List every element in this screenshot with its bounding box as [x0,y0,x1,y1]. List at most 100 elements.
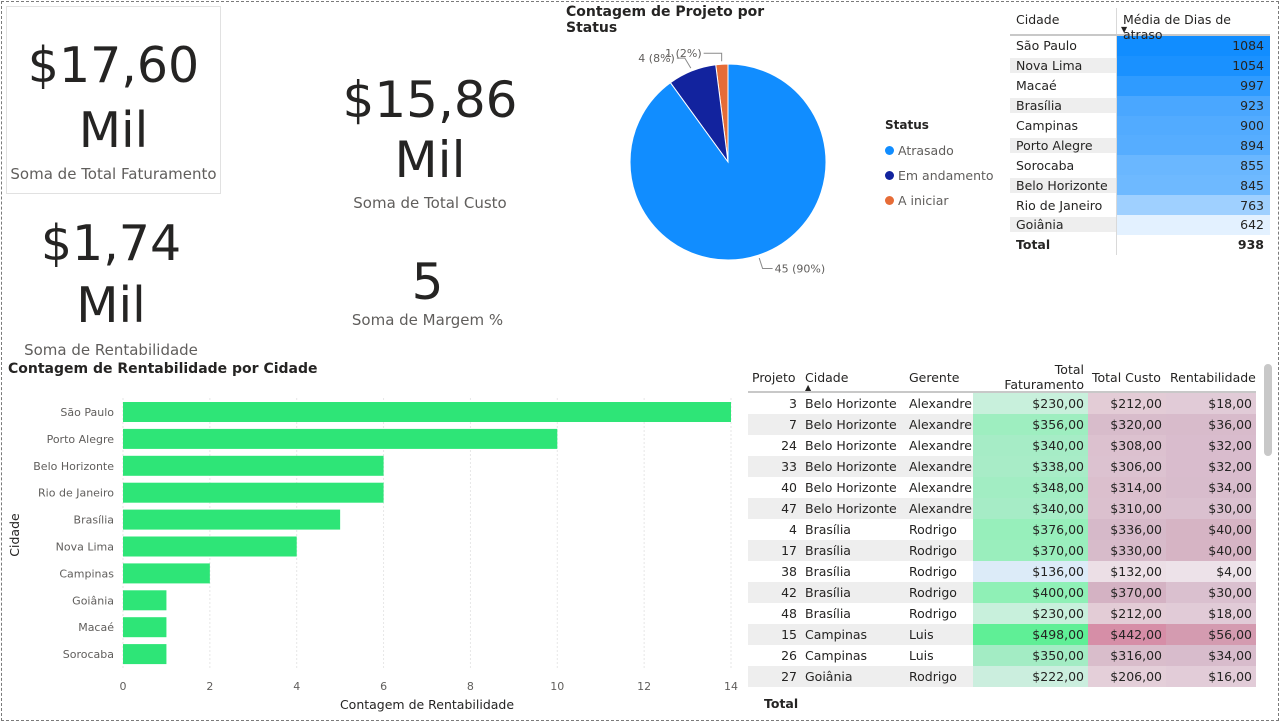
project-table-row[interactable]: 3 Belo Horizonte Alexandre $230,00 $212,00 $1… [748,393,1256,414]
delay-days-cell: 855 [1116,155,1270,176]
delay-days-cell: 1054 [1116,55,1270,76]
project-table-row[interactable]: 47 Belo Horizonte Alexandre $340,00 $310,00 $… [748,498,1256,519]
project-table-row[interactable]: 24 Belo Horizonte Alexandre $340,00 $308,00 $… [748,435,1256,456]
bar-chart[interactable]: São Paulo Porto Alegre Belo Horizonte Rio d… [0,380,745,716]
legend-label: Em andamento [898,168,994,183]
bar-x-tick-label: 10 [550,680,564,693]
col-header-gerente[interactable]: Gerente [905,363,973,391]
project-table-scrollbar[interactable] [1264,364,1272,456]
legend-item-em-andamento[interactable]: Em andamento [885,163,994,188]
col-header-label: Total Custo [1092,369,1161,385]
bar-belo-horizonte[interactable] [123,455,384,476]
rentabilidade-cell: $56,00 [1166,624,1256,645]
delay-days-cell: 997 [1116,75,1270,96]
city-table-row[interactable]: Rio de Janeiro 763 [1010,195,1270,216]
col-header-total-faturamento[interactable]: Total Faturamento [973,362,1088,392]
col-header-total-custo[interactable]: Total Custo [1088,363,1166,391]
city-table-header: Cidade Média de Dias de atraso ▼ [1010,8,1270,42]
gerente-cell: Alexandre [905,498,973,519]
project-table-row[interactable]: 4 Brasília Rodrigo $376,00 $336,00 $40,00 [748,519,1256,540]
col-header-cidade[interactable]: Cidade [1016,12,1060,27]
city-delay-table[interactable]: Cidade Média de Dias de atraso ▼ São Pau… [1010,8,1270,255]
rentabilidade-cell: $40,00 [1166,519,1256,540]
sort-desc-icon: ▼ [1121,25,1128,34]
kpi-card-rentabilidade[interactable]: $1,74 Mil Soma de Rentabilidade [6,215,216,359]
bar-rio-de-janeiro[interactable] [123,482,384,503]
kpi-value-faturamento-unit: Mil [78,102,149,159]
gerente-cell: Rodrigo [905,666,973,687]
kpi-card-custo[interactable]: $15,86 Mil Soma de Total Custo [300,70,560,212]
col-header-label: Rentabilidade [1170,369,1256,385]
project-table-row[interactable]: 42 Brasília Rodrigo $400,00 $370,00 $30,00 [748,582,1256,603]
city-table-total: Total 938 [1010,234,1270,255]
city-table-row[interactable]: Nova Lima 1054 [1010,55,1270,76]
rentabilidade-cell: $32,00 [1166,435,1256,456]
col-header-projeto[interactable]: Projeto [748,363,801,391]
city-table-row[interactable]: Brasília 923 [1010,95,1270,116]
pie-data-label: 1 (2%) [665,47,702,60]
project-table-row[interactable]: 48 Brasília Rodrigo $230,00 $212,00 $18,00 [748,603,1256,624]
project-table-row[interactable]: 33 Belo Horizonte Alexandre $338,00 $306,00 $… [748,456,1256,477]
bar-category-label: Porto Alegre [47,433,115,446]
project-table-row[interactable]: 17 Brasília Rodrigo $370,00 $330,00 $40,00 [748,540,1256,561]
city-cell: Goiânia [1010,217,1116,233]
city-table-row[interactable]: Sorocaba 855 [1010,155,1270,176]
bar-chart-title: Contagem de Rentabilidade por Cidade [8,361,318,377]
bar-sorocaba[interactable] [123,644,167,665]
project-table[interactable]: Projeto Cidade ▲ Gerente Total Faturamento To… [748,362,1256,687]
pie-legend: Status Atrasado Em andamento A iniciar [885,118,994,213]
bar-brasília[interactable] [123,509,341,530]
project-table-row[interactable]: 27 Goiânia Rodrigo $222,00 $206,00 $16,00 [748,666,1256,687]
custo-cell: $316,00 [1088,645,1166,666]
kpi-card-faturamento[interactable]: $17,60 Mil Soma de Total Faturamento [6,6,221,194]
bar-category-label: Brasília [74,514,114,527]
gerente-cell: Alexandre [909,396,972,411]
legend-item-a-iniciar[interactable]: A iniciar [885,188,994,213]
legend-label: A iniciar [898,193,949,208]
faturamento-cell: $338,00 [973,456,1088,477]
city-table-row[interactable]: Campinas 900 [1010,115,1270,136]
bar-nova-lima[interactable] [123,536,297,557]
bar-campinas[interactable] [123,563,210,584]
gerente-cell: Alexandre [905,456,973,477]
projeto-cell: 17 [748,540,801,561]
faturamento-cell: $340,00 [973,498,1088,519]
pie-slice-atrasado[interactable] [629,63,827,261]
faturamento-cell: $376,00 [973,519,1088,540]
city-cell: Brasília [1010,98,1116,114]
col-header-cidade[interactable]: Cidade ▲ [801,363,905,393]
projeto-cell: 24 [781,438,797,453]
project-table-row[interactable]: 26 Campinas Luis $350,00 $316,00 $34,00 [748,645,1256,666]
project-table-row[interactable]: 15 Campinas Luis $498,00 $442,00 $56,00 [748,624,1256,645]
rentabilidade-cell: $32,00 [1166,456,1256,477]
bar-porto-alegre[interactable] [123,428,558,449]
bar-x-tick-label: 14 [724,680,738,693]
kpi-label-margem: Soma de Margem % [351,311,504,329]
rentabilidade-cell: $18,00 [1166,393,1256,414]
city-table-row[interactable]: Porto Alegre 894 [1010,135,1270,156]
projeto-cell: 26 [781,648,797,663]
city-table-row[interactable]: Goiânia 642 [1010,215,1270,235]
city-table-row[interactable]: São Paulo 1084 [1010,36,1270,56]
pie-data-label: 4 (8%) [638,52,675,65]
gerente-cell: Luis [909,648,934,663]
bar-são-paulo[interactable] [123,402,731,422]
city-table-row[interactable]: Macaé 997 [1010,75,1270,96]
kpi-card-margem[interactable]: 5 Soma de Margem % [330,253,525,329]
city-table-row[interactable]: Belo Horizonte 845 [1010,175,1270,196]
col-header-rentabilidade[interactable]: Rentabilidade [1166,363,1256,391]
rentabilidade-cell: $30,00 [1166,582,1256,603]
projeto-cell: 27 [748,666,801,687]
rentabilidade-cell: $40,00 [1166,540,1256,561]
legend-item-atrasado[interactable]: Atrasado [885,138,994,163]
city-cell: Macaé [1016,78,1057,94]
project-table-row[interactable]: 40 Belo Horizonte Alexandre $348,00 $314,00 $… [748,477,1256,498]
project-table-row[interactable]: 38 Brasília Rodrigo $136,00 $132,00 $4,00 [748,561,1256,582]
col-header-media-dias[interactable]: Média de Dias de atraso ▼ [1116,8,1270,42]
city-cell: Sorocaba [1016,157,1075,173]
bar-goiânia[interactable] [123,590,167,611]
projeto-cell: 40 [781,480,797,495]
pie-chart[interactable]: 45 (90%) 4 (8%)1 (2%) [600,30,860,280]
bar-macaé[interactable] [123,617,167,638]
project-table-row[interactable]: 7 Belo Horizonte Alexandre $356,00 $320,00 $3… [748,414,1256,435]
